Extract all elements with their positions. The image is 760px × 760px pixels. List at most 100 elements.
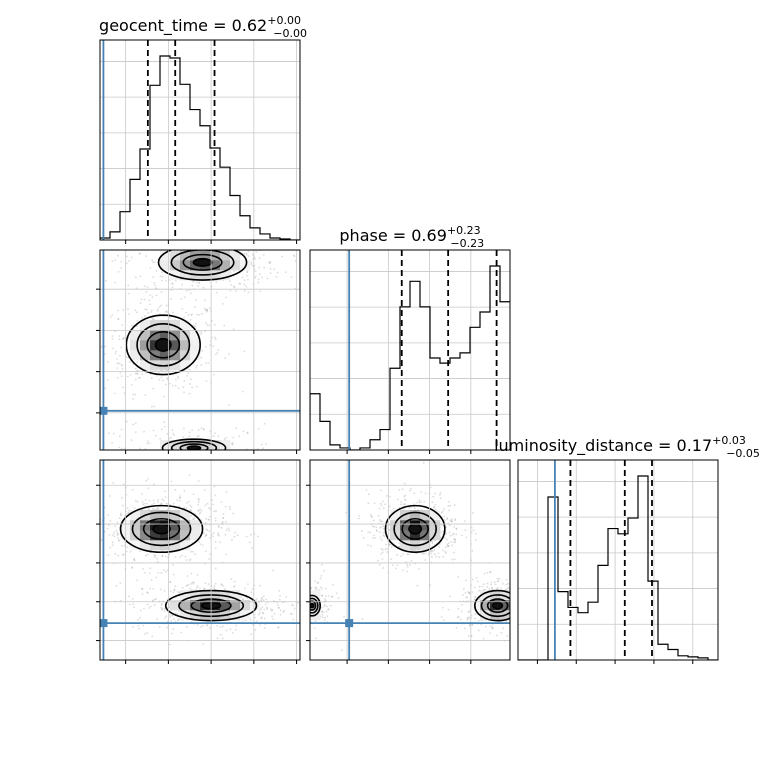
sample-point [219, 246, 221, 248]
sample-point [191, 313, 194, 316]
sample-point [488, 571, 491, 574]
density-cell [190, 590, 201, 601]
sample-point [406, 565, 409, 568]
sample-point [302, 616, 304, 618]
sample-point [225, 553, 228, 556]
sample-point [327, 608, 329, 611]
sample-point [153, 261, 156, 264]
sample-point [440, 511, 443, 514]
sample-point [176, 499, 179, 502]
sample-point [116, 521, 119, 524]
sample-point [317, 581, 320, 584]
contour-level [480, 594, 510, 618]
sample-point [233, 285, 235, 288]
sample-point [238, 282, 241, 285]
sample-point [259, 584, 261, 587]
sample-point [136, 311, 138, 314]
sample-point [156, 618, 159, 621]
sample-point [141, 593, 144, 595]
sample-point [373, 534, 376, 537]
sample-point [115, 530, 118, 532]
sample-point [320, 574, 323, 577]
density-cell [180, 360, 191, 371]
sample-point [197, 503, 199, 506]
density-cell [190, 530, 201, 541]
sample-point [195, 366, 197, 369]
density-cell [180, 610, 191, 621]
sample-point [251, 547, 254, 549]
sample-point [81, 494, 83, 496]
sample-point [127, 511, 130, 514]
sample-point [157, 507, 160, 510]
sample-point [407, 553, 410, 556]
sample-point [230, 284, 233, 286]
sample-point [122, 553, 125, 556]
sample-point [143, 285, 146, 288]
density-cell [140, 350, 151, 361]
sample-point [432, 495, 435, 498]
sample-point [231, 442, 233, 445]
sample-point [215, 243, 217, 245]
sample-point [330, 595, 333, 598]
sample-point [437, 552, 440, 555]
sample-point [194, 298, 197, 301]
sample-point [134, 422, 137, 425]
sample-point [154, 284, 157, 287]
sample-point [433, 549, 436, 551]
sample-point [519, 603, 521, 605]
sample-point [245, 275, 248, 277]
sample-point [367, 531, 370, 533]
sample-point [174, 556, 177, 559]
sample-point [147, 507, 150, 510]
density-cell [180, 340, 191, 351]
sample-point [402, 553, 405, 556]
sample-point [319, 577, 322, 580]
contour-level [142, 517, 181, 540]
sample-point [82, 545, 84, 547]
sample-point [177, 618, 180, 620]
sample-point [243, 290, 246, 292]
sample-point [136, 464, 138, 466]
sample-point [190, 550, 192, 553]
sample-point [151, 405, 153, 408]
sample-point [161, 608, 164, 610]
sample-point [243, 283, 246, 286]
sample-point [204, 345, 207, 348]
sample-point [233, 270, 235, 272]
sample-point [375, 529, 378, 532]
sample-point [187, 313, 190, 316]
sample-point [260, 617, 263, 620]
density-cell [170, 350, 181, 361]
sample-point [523, 593, 525, 595]
sample-point [511, 592, 513, 594]
sample-point [208, 471, 210, 473]
sample-point [379, 536, 382, 539]
sample-point [316, 582, 319, 585]
sample-point [485, 625, 487, 628]
sample-point [200, 510, 203, 512]
sample-point [188, 392, 191, 395]
sample-point [321, 594, 324, 597]
sample-point [204, 452, 206, 454]
sample-point [378, 507, 381, 510]
sample-point [260, 598, 263, 600]
sample-point [98, 546, 100, 548]
sample-point [95, 319, 97, 321]
sample-point [441, 510, 444, 513]
hist-panel-luminosity_distance [518, 460, 718, 660]
sample-point [464, 592, 467, 594]
sample-point [474, 596, 476, 599]
sample-point [188, 500, 190, 503]
sample-point [310, 586, 313, 589]
sample-point [146, 286, 149, 289]
sample-point [324, 587, 327, 590]
sample-point [409, 564, 411, 566]
sample-point [301, 592, 303, 594]
density-cell [390, 510, 401, 521]
sample-point [409, 489, 411, 492]
sample-point [229, 505, 231, 508]
sample-point [384, 503, 386, 506]
sample-point [120, 428, 123, 431]
sample-point [290, 276, 293, 279]
sample-point [497, 580, 500, 583]
